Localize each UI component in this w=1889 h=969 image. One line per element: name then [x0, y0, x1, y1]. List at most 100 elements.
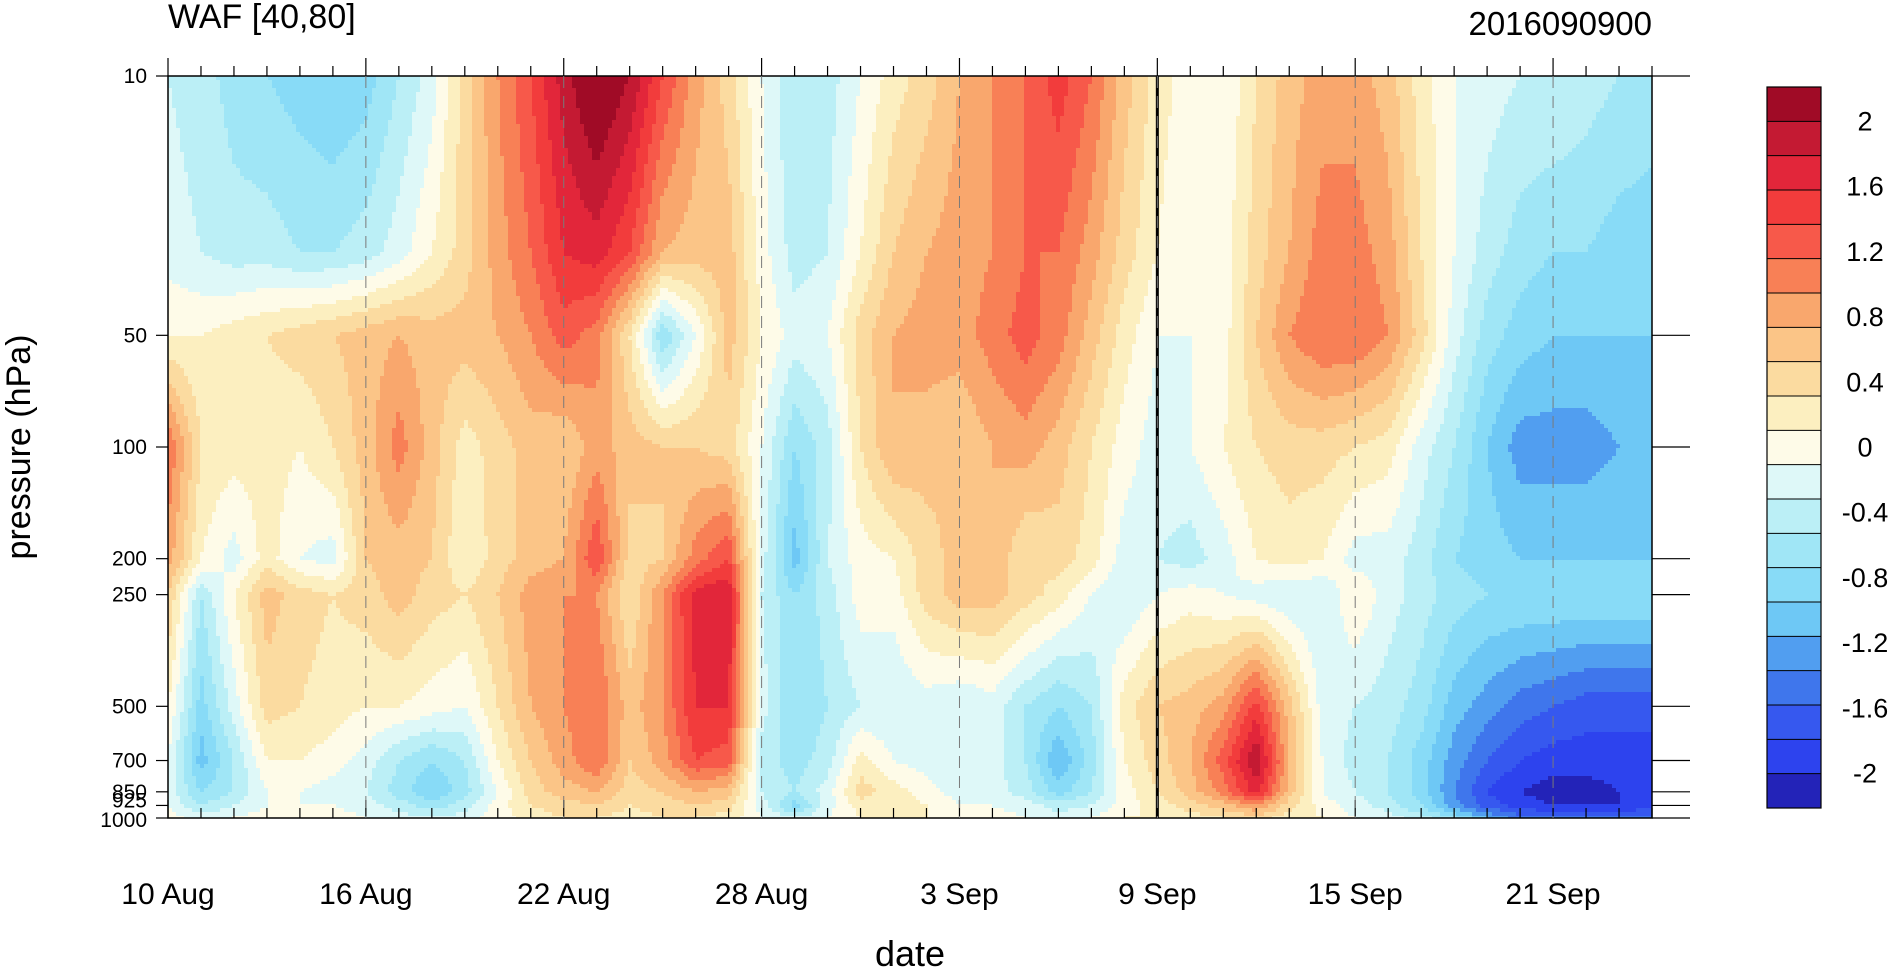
- field-cell: [748, 96, 765, 101]
- field-cell: [1452, 296, 1469, 301]
- field-cell: [992, 252, 1025, 257]
- field-cell: [780, 396, 825, 401]
- field-cell: [1268, 252, 1289, 257]
- field-cell: [640, 284, 649, 289]
- field-cell: [1272, 144, 1297, 149]
- field-cell: [736, 84, 749, 89]
- field-cell: [272, 264, 349, 269]
- field-cell: [1476, 348, 1497, 353]
- field-cell: [676, 156, 697, 161]
- field-cell: [624, 144, 641, 149]
- field-cell: [360, 212, 393, 217]
- field-cell: [752, 408, 765, 413]
- field-cell: [828, 236, 845, 241]
- field-cell: [488, 204, 505, 209]
- field-cell: [1420, 220, 1437, 225]
- field-cell: [1252, 196, 1273, 201]
- field-cell: [520, 148, 537, 153]
- field-cell: [232, 156, 325, 161]
- field-cell: [460, 132, 473, 137]
- field-cell: [1564, 156, 1652, 161]
- field-cell: [1464, 408, 1481, 413]
- field-cell: [1168, 136, 1237, 141]
- field-cell: [1228, 372, 1245, 377]
- field-cell: [656, 232, 677, 237]
- field-cell: [1096, 168, 1109, 173]
- field-cell: [440, 188, 457, 193]
- field-cell: [1412, 84, 1433, 89]
- field-cell: [1080, 416, 1101, 421]
- field-cell: [984, 280, 1021, 285]
- field-cell: [992, 236, 1025, 241]
- field-cell: [168, 184, 189, 189]
- field-cell: [1168, 148, 1237, 153]
- field-cell: [1384, 304, 1401, 309]
- field-cell: [620, 104, 637, 109]
- field-cell: [724, 140, 741, 145]
- field-cell: [892, 260, 925, 265]
- field-cell: [1436, 300, 1453, 305]
- field-cell: [652, 184, 669, 189]
- field-cell: [700, 136, 725, 141]
- field-cell: [1132, 84, 1149, 89]
- field-cell: [488, 184, 505, 189]
- field-cell: [532, 252, 549, 257]
- field-cell: [1476, 260, 1501, 265]
- field-cell: [176, 412, 185, 417]
- field-cell: [696, 336, 705, 341]
- field-cell: [1300, 132, 1385, 137]
- field-cell: [1436, 140, 1457, 145]
- field-cell: [1508, 384, 1652, 389]
- field-cell: [1044, 384, 1069, 389]
- field-cell: [1228, 352, 1245, 357]
- field-cell: [336, 448, 357, 453]
- field-cell: [1072, 432, 1097, 437]
- field-cell: [500, 100, 517, 105]
- field-cell: [768, 188, 785, 193]
- field-cell: [768, 200, 785, 205]
- field-cell: [1292, 236, 1313, 241]
- field-cell: [1060, 352, 1081, 357]
- field-cell: [1136, 336, 1157, 341]
- field-cell: [1304, 80, 1373, 85]
- field-cell: [1296, 140, 1385, 145]
- field-cell: [1372, 76, 1397, 81]
- field-cell: [380, 396, 421, 401]
- field-cell: [640, 308, 649, 313]
- field-cell: [628, 408, 649, 413]
- field-cell: [748, 296, 761, 301]
- field-cell: [812, 268, 841, 273]
- field-cell: [980, 308, 1017, 313]
- field-cell: [872, 264, 893, 269]
- field-cell: [188, 176, 245, 181]
- field-cell: [1436, 148, 1457, 153]
- field-cell: [608, 196, 629, 201]
- field-cell: [1132, 80, 1149, 85]
- field-cell: [728, 148, 741, 153]
- field-cell: [1528, 280, 1652, 285]
- field-cell: [832, 428, 841, 433]
- field-cell: [1132, 92, 1149, 97]
- field-cell: [1416, 104, 1433, 109]
- field-cell: [844, 312, 861, 317]
- field-cell: [556, 80, 573, 85]
- field-cell: [320, 404, 353, 409]
- field-cell: [440, 208, 457, 213]
- field-cell: [692, 344, 705, 349]
- field-cell: [472, 76, 485, 81]
- field-cell: [904, 212, 941, 217]
- field-cell: [200, 448, 337, 453]
- field-cell: [848, 388, 857, 393]
- field-cell: [336, 300, 393, 305]
- field-cell: [604, 200, 629, 205]
- field-cell: [412, 236, 437, 241]
- field-cell: [1116, 260, 1133, 265]
- field-cell: [296, 452, 305, 457]
- field-cell: [1084, 336, 1101, 341]
- field-cell: [348, 392, 381, 397]
- field-cell: [600, 344, 613, 349]
- field-cell: [1116, 428, 1145, 433]
- field-cell: [516, 452, 585, 457]
- field-cell: [580, 432, 613, 437]
- field-cell: [604, 140, 629, 145]
